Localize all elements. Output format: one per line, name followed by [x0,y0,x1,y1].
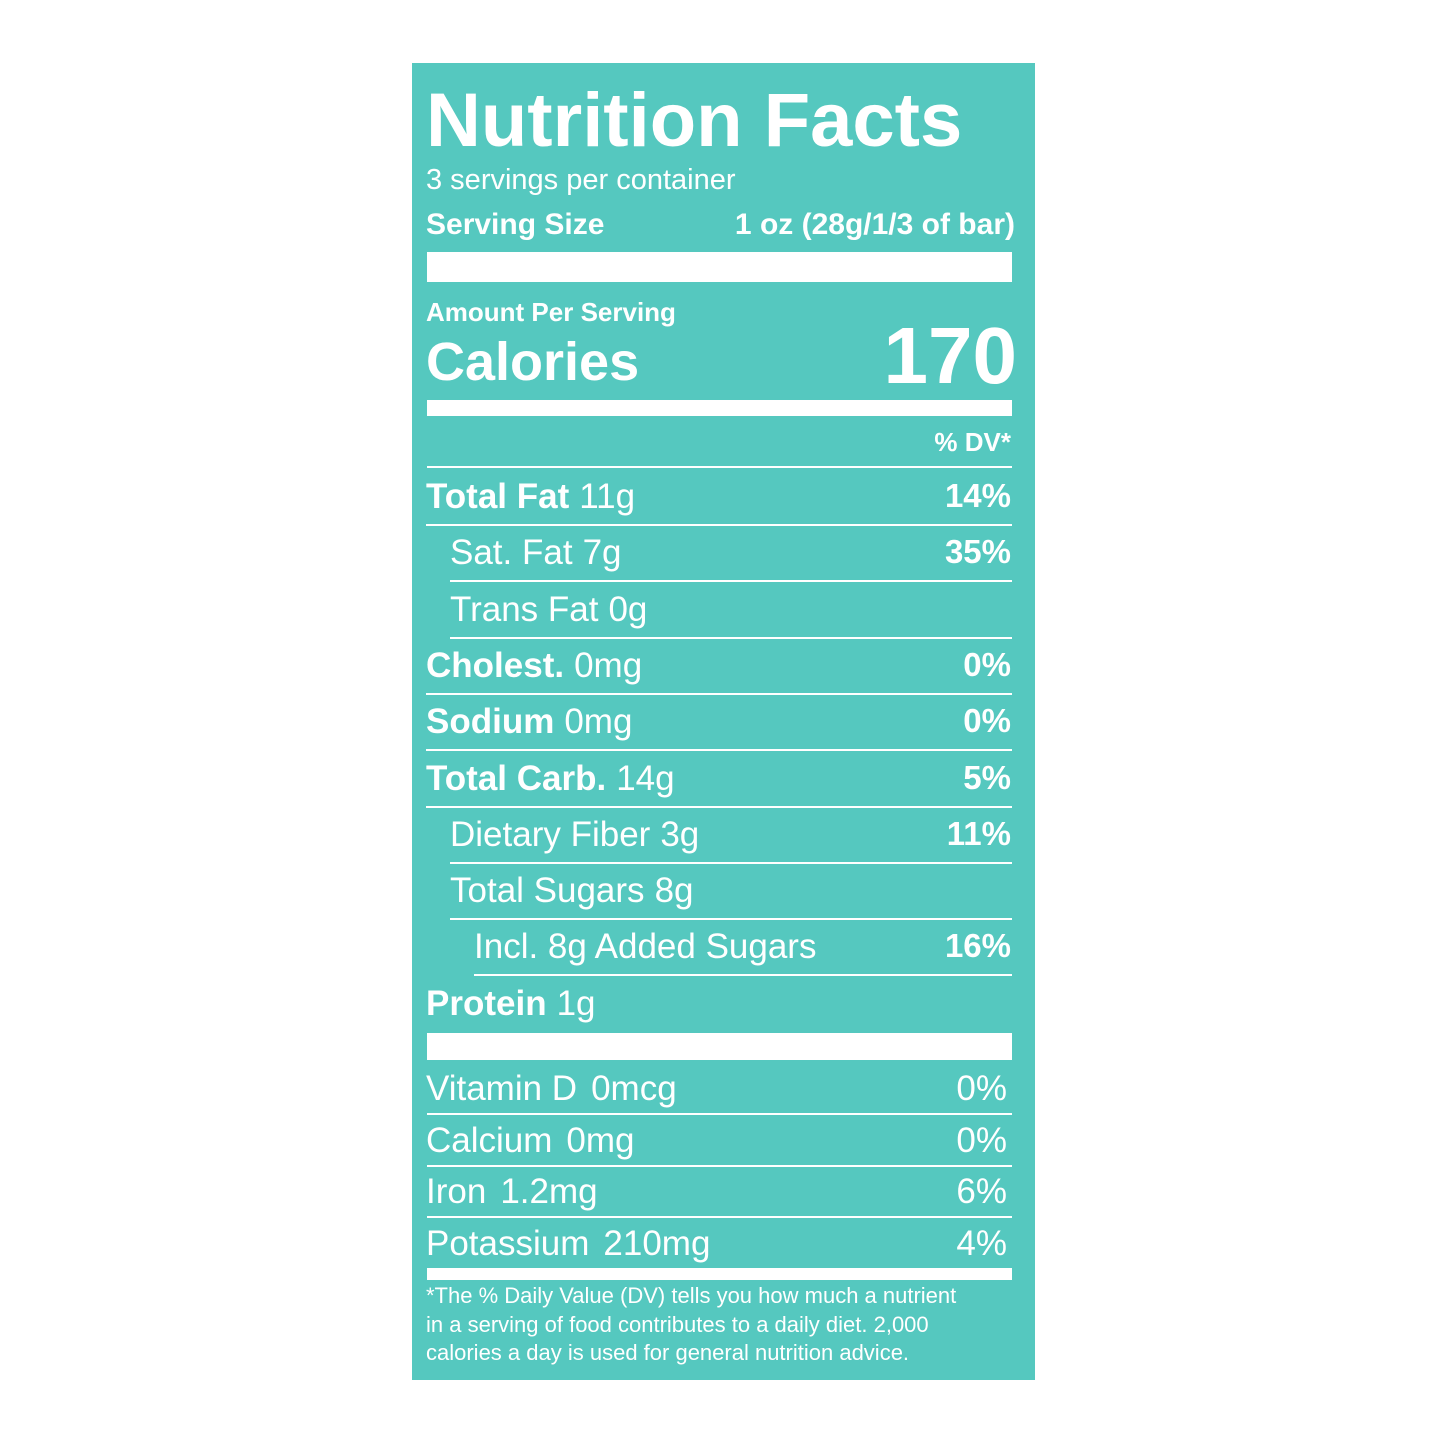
nutrient-name: Sodium [426,702,555,742]
footnote-line: calories a day is used for general nutri… [426,1340,910,1365]
calories-label: Calories [426,332,640,392]
thick-bar [427,1033,1012,1060]
rule [450,918,1012,921]
nutrient-name: Total Fat [426,477,570,516]
footnote-line: in a serving of food contributes to a da… [426,1311,929,1337]
nutrient-row: Total Sugars 8g [450,873,694,908]
vitamin-row: Potassium 210mg [426,1226,710,1261]
nutrient-dv: 16% [944,927,1011,965]
rule [427,1113,1012,1115]
rule [426,524,1012,526]
nutrient-row: Dietary Fiber 3g [450,817,699,852]
thick-bar [427,252,1012,282]
amount-per-serving: Amount Per Serving [426,297,676,327]
rule [474,974,1012,977]
nutrient-row: Trans Fat 0g [450,592,647,627]
serving-size-label: Serving Size [426,208,605,241]
nutrient-amount: 11g [579,477,636,516]
dv-header: % DV* [934,427,1011,457]
vitamin-name: Vitamin D [426,1069,578,1108]
rule [426,749,1012,752]
vitamin-dv: 4% [956,1223,1007,1263]
nutrition-label: Nutrition Facts 3 servings per container… [412,63,1035,1380]
nutrient-amount: 14g [616,758,675,798]
rule [426,692,1012,695]
vitamin-row: Iron 1.2mg [426,1174,598,1209]
nutrient-name: Sat. Fat [450,533,573,573]
nutrient-name: Total Carb. [426,758,607,798]
rule [427,466,1012,468]
vitamin-name: Iron [426,1172,487,1211]
vitamin-dv: 0% [956,1069,1007,1108]
nutrient-name: Total Sugars [450,871,645,911]
rule [427,1164,1012,1167]
vitamin-dv: 6% [956,1172,1007,1211]
thick-bar [427,1268,1012,1280]
nutrient-amount: 3g [660,814,700,854]
vitamin-amount: 0mg [566,1120,635,1160]
nutrient-name: Protein [426,983,547,1023]
calories-value: 170 [883,311,1017,400]
vitamin-name: Potassium [426,1223,590,1263]
nutrient-dv: 0% [963,645,1011,683]
rule [427,1216,1012,1218]
nutrient-dv: 14% [944,477,1011,514]
nutrient-amount: 0mg [574,645,643,685]
nutrient-name: Incl. 8g Added Sugars [474,927,817,967]
thick-bar [427,400,1012,416]
rule [450,636,1012,639]
nutrient-row: Protein 1g [426,986,596,1021]
nutrient-dv: 35% [944,533,1011,571]
nutrient-amount: 8g [654,871,694,911]
rule [450,580,1012,583]
servings: 3 servings per container [426,164,736,196]
vitamin-row: Vitamin D 0mcg [426,1071,677,1106]
vitamin-name: Calcium [426,1120,553,1160]
vitamin-amount: 0mcg [591,1069,677,1108]
rule [450,861,1012,864]
nutrient-row: Total Carb. 14g [426,761,675,796]
nutrient-row: Sodium 0mg [426,704,632,739]
nutrient-amount: 7g [582,533,622,573]
vitamin-dv: 0% [956,1120,1007,1160]
vitamin-amount: 210mg [603,1223,711,1263]
nutrient-name: Cholest. [426,645,565,685]
serving-size-value: 1 oz (28g/1/3 of bar) [734,208,1015,241]
nutrient-amount: 0mg [564,702,633,742]
nutrient-row: Total Fat 11g [426,479,635,514]
nutrient-name: Dietary Fiber [450,814,651,854]
nutrient-row: Sat. Fat 7g [450,535,622,570]
nutrient-row: Incl. 8g Added Sugars [474,929,816,964]
nutrient-dv: 5% [963,758,1011,796]
vitamin-amount: 1.2mg [500,1172,598,1211]
rule [426,805,1012,808]
nutrient-amount: 1g [556,983,596,1023]
footnote-line: *The % Daily Value (DV) tells you how mu… [426,1283,957,1308]
nutrient-dv: 0% [963,702,1011,740]
nutrient-row: Cholest. 0mg [426,648,642,683]
title: Nutrition Facts [426,78,963,163]
nutrient-name: Trans Fat [450,589,599,629]
nutrient-amount: 0g [608,589,648,629]
nutrient-dv: 11% [946,814,1011,852]
vitamin-row: Calcium 0mg [426,1123,635,1158]
